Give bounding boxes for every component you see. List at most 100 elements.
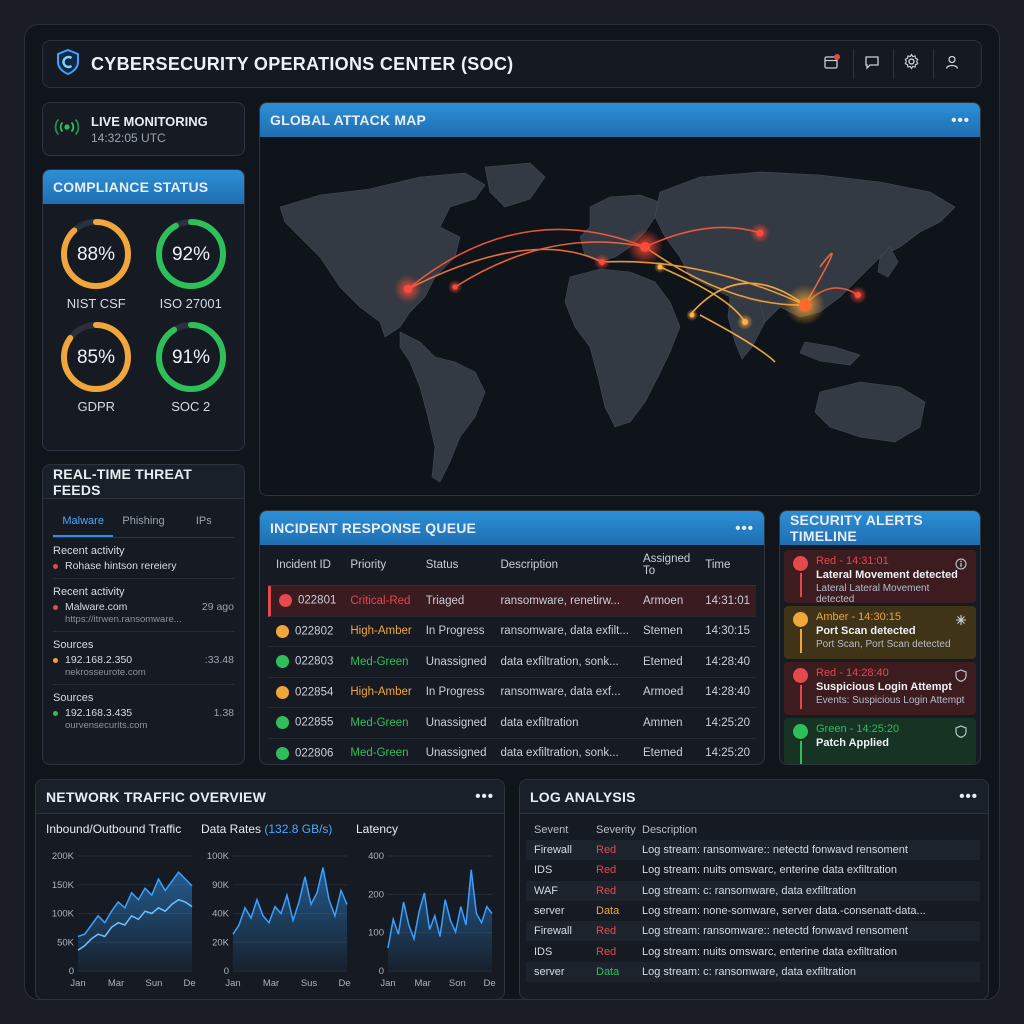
incident-time: 14:30:15 [697, 617, 756, 647]
feed-item[interactable]: Recent activity Malware.com 29 ago https://… [53, 579, 234, 632]
more-options-icon[interactable]: ••• [951, 111, 970, 129]
more-options-icon[interactable]: ••• [475, 788, 494, 805]
log-row[interactable]: server Data Log stream: c: ransomware, dat… [526, 961, 980, 983]
log-source: Firewall [534, 844, 572, 857]
timeline-alert[interactable]: Green - 14:25:20 Patch Applied [784, 718, 976, 764]
incident-time: 14:28:40 [697, 678, 756, 708]
log-description: Log stream: c: ransomware, data exfiltra… [642, 965, 856, 978]
alert-severity-icon [793, 612, 808, 627]
priority-alert-icon [276, 746, 289, 760]
chart-title-text: Inbound/Outbound Traffic [46, 822, 182, 836]
x-tick-label: Sus [301, 978, 318, 989]
more-options-icon[interactable]: ••• [959, 788, 978, 805]
feed-heading: Recent activity [53, 586, 125, 598]
log-source: server [534, 905, 565, 918]
feed-sub: https://itrwen.ransomware... [65, 614, 182, 625]
attack-map-header: GLOBAL ATTACK MAP ••• [260, 103, 980, 137]
incident-col-header[interactable]: Incident ID [268, 545, 343, 586]
log-description: Log stream: ransomware:: netectd fonwavd… [642, 844, 908, 857]
global-attack-map-panel: GLOBAL ATTACK MAP ••• [259, 102, 981, 496]
incident-col-header[interactable]: Time [697, 545, 756, 586]
alert-title: Port Scan detected [816, 625, 916, 637]
log-row[interactable]: Firewall Red Log stream: ransomware:: nete… [526, 840, 980, 861]
live-monitoring-label: LIVE MONITORING [91, 113, 208, 129]
alert-meta: Amber - 14:30:15 [816, 611, 901, 623]
log-analysis-header: LOG ANALYSIS ••• [520, 780, 988, 814]
tab-phishing[interactable]: Phishing [122, 515, 165, 527]
world-map [260, 137, 980, 495]
settings-button[interactable] [893, 49, 929, 79]
incident-col-header[interactable]: Description [492, 545, 635, 586]
y-tick-label: 40K [212, 909, 230, 920]
page-title: CYBERSECURITY OPERATIONS CENTER (SOC) [91, 53, 514, 74]
attack-map-title: GLOBAL ATTACK MAP [270, 112, 427, 128]
y-tick-label: 100K [52, 909, 75, 920]
more-options-icon[interactable]: ••• [735, 519, 754, 537]
feed-value: 1.38 [213, 707, 234, 719]
feed-item[interactable]: Sources 192.168.3.435 1.38 ourvensecurits.c… [53, 685, 234, 737]
gauge-label: GDPR [77, 399, 116, 414]
timeline-alert[interactable]: Red - 14:31:01 Lateral Movement detected L… [784, 550, 976, 605]
chart-title-text: Data Rates [201, 822, 262, 836]
incident-col-header[interactable]: Assigned To [634, 545, 698, 586]
messages-button[interactable] [853, 49, 889, 79]
incident-time: 14:31:01 [697, 586, 756, 617]
log-source: server [534, 965, 565, 978]
feed-item[interactable]: Sources 192.168.2.350:33.48 nekrosseurote.… [53, 632, 234, 685]
incident-row[interactable]: 022802 High-Amber In Progress ransomware, d… [268, 617, 756, 647]
y-tick-label: 50K [57, 937, 75, 948]
timeline-alert[interactable]: Red - 14:28:40 Suspicious Login Attempt Ev… [784, 662, 976, 715]
tab-malware[interactable]: Malware [53, 509, 114, 537]
incident-row[interactable]: 022854 High-Amber In Progress ransomware, d… [268, 678, 756, 708]
log-severity: Red [596, 864, 617, 877]
status-dot [53, 563, 58, 569]
incident-time: 14:25:20 [697, 708, 756, 739]
incident-id: 022806 [295, 747, 334, 760]
alert-title: Patch Applied [816, 737, 889, 749]
profile-button[interactable] [933, 49, 969, 79]
threat-feeds-title: REAL-TIME THREAT FEEDS [53, 465, 193, 498]
log-row[interactable]: Firewall Red Log stream: ransomware:: nete… [526, 921, 980, 942]
log-row[interactable]: IDS Red Log stream: nuits omswarc, enterin… [526, 860, 980, 880]
incident-assignee: Armoen [634, 586, 698, 617]
incident-queue-panel: INCIDENT RESPONSE QUEUE ••• Incident ID P… [259, 510, 765, 765]
feed-line: 192.168.2.350 [65, 654, 133, 666]
incident-assignee: Stemen [634, 617, 698, 647]
tab-ips[interactable]: IPs [195, 515, 212, 527]
log-row[interactable]: server Data Log stream: none-somware, serv… [526, 901, 980, 921]
incident-row[interactable]: 022803 Med-Green Unassigned data exfiltrati… [268, 647, 756, 678]
timeline-line [800, 685, 802, 709]
burst-icon [955, 613, 967, 631]
top-header: CYBERSECURITY OPERATIONS CENTER (SOC) [42, 40, 982, 88]
world-map-svg [279, 162, 956, 483]
incident-row[interactable]: 022806 Med-Green Unassigned data exfiltrati… [268, 739, 756, 765]
status-dot [53, 710, 58, 716]
feed-value: 29 ago [201, 601, 234, 613]
compliance-title: COMPLIANCE STATUS [53, 179, 209, 195]
x-tick-label: Dec [184, 978, 196, 989]
incident-id: 022855 [295, 716, 334, 729]
incident-row[interactable]: 022801 Critical-Red Triaged ransomware, ren… [268, 586, 756, 617]
priority-alert-icon [276, 716, 289, 730]
incident-priority: High-Amber [342, 617, 418, 647]
incident-col-header[interactable]: Priority [342, 545, 418, 586]
feed-item[interactable]: Recent activity Rohase hintson rereiery [53, 538, 234, 579]
shield-icon [955, 725, 967, 743]
alerts-button[interactable] [813, 49, 849, 79]
threat-feeds-header: REAL-TIME THREAT FEEDS [43, 465, 244, 499]
log-description: Log stream: nuits omswarc, enterine data… [642, 864, 897, 877]
log-row[interactable]: IDS Red Log stream: nuits omswarc, enterin… [526, 941, 980, 961]
shield-logo-icon [55, 48, 81, 81]
timeline-alert[interactable]: Amber - 14:30:15 Port Scan detected Port S… [784, 606, 976, 659]
y-tick-label: 200 [368, 889, 384, 900]
incident-status: Unassigned [417, 708, 493, 739]
chart-title: Data Rates (132.8 GB/s) [201, 822, 332, 836]
incident-row[interactable]: 022855 Med-Green Unassigned data exfiltrati… [268, 708, 756, 739]
incident-col-header[interactable]: Status [417, 545, 493, 586]
y-tick-label: 400 [368, 851, 384, 862]
x-tick-label: Sun [146, 978, 163, 989]
log-row[interactable]: WAF Red Log stream: c: ransomware, data ex… [526, 880, 980, 901]
y-tick-label: 0 [224, 966, 229, 977]
priority-alert-icon [276, 624, 289, 638]
